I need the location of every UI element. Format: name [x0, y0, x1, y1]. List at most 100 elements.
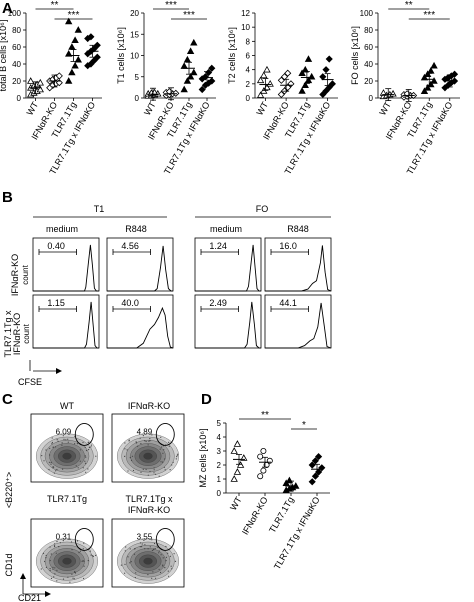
y-tick-label: 10 [130, 52, 139, 61]
significance-label: *** [165, 0, 177, 11]
event-dot [165, 556, 167, 559]
y-axis-title: T1 cells [x10⁶] [116, 27, 126, 84]
cd21-label: CD21 [18, 593, 41, 602]
col-r848-fo: R848 [287, 224, 309, 234]
event-dot [61, 444, 63, 446]
event-dot [169, 555, 171, 558]
col-medium-t1: medium [46, 224, 78, 234]
histograms: 0.40 4.56 1.24 16.0 1.15 40.0 2.49 44.1 [32, 237, 332, 349]
event-dot [82, 548, 84, 550]
event-dot [52, 568, 54, 570]
event-dot [62, 435, 64, 437]
data-point [233, 468, 242, 475]
event-dot [43, 460, 45, 462]
mz-gate-value: 0.31 [56, 532, 72, 541]
event-dot [140, 443, 142, 445]
significance-label: ** [51, 0, 59, 11]
y-tick-label: 60 [12, 43, 21, 52]
event-dot [56, 541, 58, 543]
event-dot [69, 581, 71, 583]
y-tick-label: 5 [135, 73, 140, 82]
data-point [311, 472, 319, 480]
data-point [36, 85, 44, 93]
data-point [186, 72, 195, 80]
event-dot [83, 542, 85, 544]
event-dot [137, 445, 139, 447]
histogram-curve [265, 302, 332, 349]
event-dot [142, 468, 144, 470]
event-dot [144, 440, 146, 442]
event-dot [139, 546, 141, 548]
event-dot [143, 539, 145, 542]
histogram-curve [107, 245, 173, 292]
event-dot [176, 456, 178, 458]
data-point [190, 68, 198, 76]
data-point [93, 53, 101, 61]
data-point [301, 81, 309, 89]
data-point [315, 453, 323, 461]
y-tick-label: 0 [17, 94, 22, 103]
event-dot [133, 553, 136, 555]
event-dot [67, 576, 69, 578]
event-dot [59, 542, 61, 544]
y-tick-label: 2 [246, 80, 251, 89]
event-dot [82, 560, 84, 562]
histogram-frame [194, 294, 262, 349]
event-dot [85, 462, 87, 464]
event-dot [49, 570, 51, 572]
event-dot [139, 437, 141, 439]
event-dot [78, 552, 80, 554]
event-dot [76, 443, 78, 445]
event-dot [149, 470, 151, 473]
mz-gate-value: 6.09 [56, 427, 72, 436]
cd1d-arrowhead-icon [20, 573, 26, 579]
event-dot [54, 543, 56, 545]
panel-c-label: C [2, 391, 13, 408]
event-dot [54, 573, 56, 575]
gate-percentage: 44.1 [279, 298, 297, 308]
event-dot [126, 449, 128, 451]
histogram-curve [195, 301, 261, 349]
data-point [285, 476, 294, 484]
data-point [257, 453, 264, 460]
event-dot [147, 444, 149, 446]
significance-label: *** [183, 10, 195, 21]
y-tick-label: 20 [130, 9, 139, 18]
event-dot [151, 577, 153, 579]
event-dot [135, 441, 137, 443]
panel-b-label: B [2, 189, 13, 206]
event-dot [159, 571, 162, 574]
data-point [325, 55, 333, 63]
event-dot [176, 454, 178, 456]
data-point [180, 85, 188, 93]
event-dot [53, 545, 56, 547]
x-tick-label: WT [254, 100, 270, 118]
significance-label: ** [261, 410, 269, 421]
data-point [322, 66, 330, 74]
event-dot [158, 550, 160, 552]
event-dot [74, 572, 77, 574]
dot-plot: 6.09 [30, 413, 104, 483]
event-dot [51, 441, 54, 444]
event-dot [162, 452, 164, 454]
dot-title-wt: WT [60, 401, 74, 411]
histogram-frame [106, 294, 174, 349]
cd21-arrowhead-icon [45, 591, 51, 597]
y-tick-label: 4 [246, 66, 251, 75]
event-dot [61, 442, 63, 444]
event-dot [90, 444, 92, 446]
event-dot [149, 440, 151, 442]
event-dot [90, 554, 92, 556]
event-dot [49, 559, 51, 562]
dot-title-ifnar: IFNαR-KO [128, 401, 170, 411]
density-contour [143, 557, 153, 565]
event-dot [75, 465, 77, 467]
gate-percentage: 1.15 [47, 298, 65, 308]
gate-percentage: 2.49 [209, 298, 227, 308]
event-dot [40, 568, 42, 570]
mz-gate [155, 422, 175, 446]
event-dot [151, 434, 153, 436]
